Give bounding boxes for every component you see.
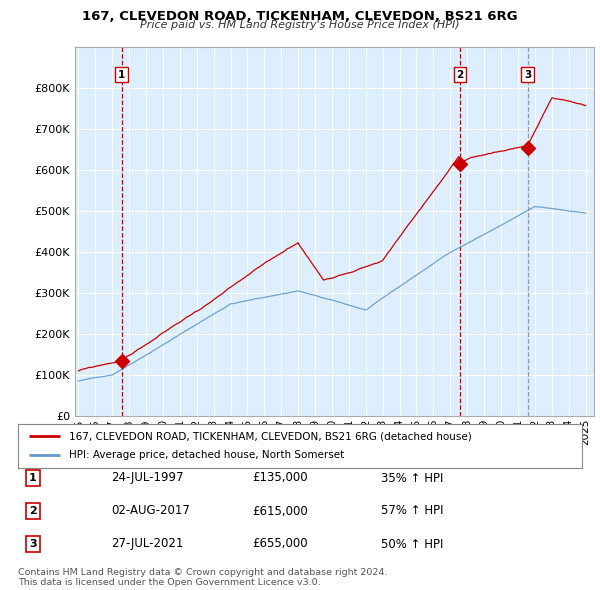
Text: 3: 3 bbox=[29, 539, 37, 549]
Text: 167, CLEVEDON ROAD, TICKENHAM, CLEVEDON, BS21 6RG (detached house): 167, CLEVEDON ROAD, TICKENHAM, CLEVEDON,… bbox=[69, 431, 472, 441]
Text: 27-JUL-2021: 27-JUL-2021 bbox=[111, 537, 184, 550]
Text: 57% ↑ HPI: 57% ↑ HPI bbox=[381, 504, 443, 517]
Text: 3: 3 bbox=[524, 70, 531, 80]
Text: Contains HM Land Registry data © Crown copyright and database right 2024.
This d: Contains HM Land Registry data © Crown c… bbox=[18, 568, 388, 587]
Text: 02-AUG-2017: 02-AUG-2017 bbox=[111, 504, 190, 517]
Text: HPI: Average price, detached house, North Somerset: HPI: Average price, detached house, Nort… bbox=[69, 451, 344, 460]
Text: 35% ↑ HPI: 35% ↑ HPI bbox=[381, 471, 443, 484]
Text: 50% ↑ HPI: 50% ↑ HPI bbox=[381, 537, 443, 550]
Text: £655,000: £655,000 bbox=[252, 537, 308, 550]
Text: £615,000: £615,000 bbox=[252, 504, 308, 517]
Text: 167, CLEVEDON ROAD, TICKENHAM, CLEVEDON, BS21 6RG: 167, CLEVEDON ROAD, TICKENHAM, CLEVEDON,… bbox=[82, 10, 518, 23]
Text: 2: 2 bbox=[457, 70, 464, 80]
Text: Price paid vs. HM Land Registry's House Price Index (HPI): Price paid vs. HM Land Registry's House … bbox=[140, 20, 460, 30]
Text: 24-JUL-1997: 24-JUL-1997 bbox=[111, 471, 184, 484]
Text: 2: 2 bbox=[29, 506, 37, 516]
Text: 1: 1 bbox=[29, 473, 37, 483]
Text: 1: 1 bbox=[118, 70, 125, 80]
Text: £135,000: £135,000 bbox=[252, 471, 308, 484]
